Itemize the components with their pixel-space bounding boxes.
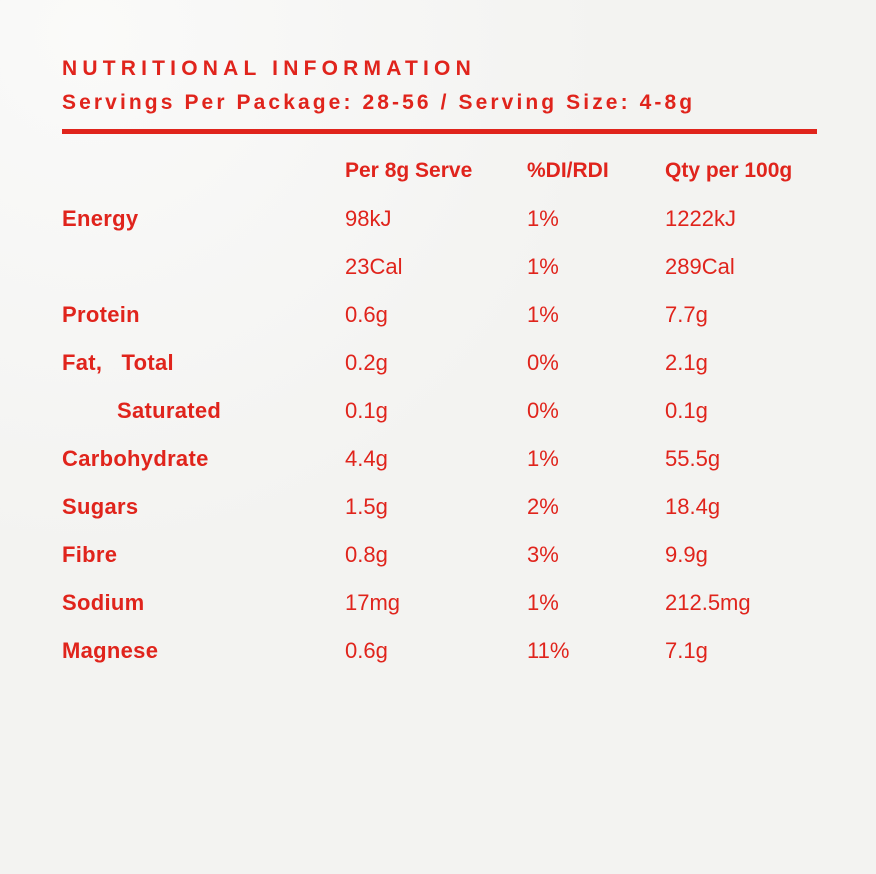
row-per-100g: 7.7g <box>665 302 708 327</box>
row-per-serve: 17mg <box>345 590 401 615</box>
row-label: Sugars <box>62 494 139 519</box>
row-di-rdi: 1% <box>527 446 559 471</box>
row-per-100g: 2.1g <box>665 350 708 375</box>
column-header-di-rdi: %DI/RDI <box>527 159 609 182</box>
row-per-100g: 1222kJ <box>665 206 736 231</box>
row-per-100g: 289Cal <box>665 254 735 279</box>
row-per-100g: 212.5mg <box>665 590 751 615</box>
panel-title: NUTRITIONAL INFORMATION <box>62 57 476 80</box>
table-row: Protein 0.6g 1% 7.7g <box>62 291 817 339</box>
table-row: 23Cal 1% 289Cal <box>62 243 817 291</box>
row-per-serve: 0.6g <box>345 638 388 663</box>
row-label: Carbohydrate <box>62 446 209 471</box>
table-row: Sodium 17mg 1% 212.5mg <box>62 579 817 627</box>
row-label: Fat, Total <box>62 350 174 375</box>
table-row: Sugars 1.5g 2% 18.4g <box>62 483 817 531</box>
row-label: Saturated <box>117 398 222 423</box>
row-per-100g: 18.4g <box>665 494 721 519</box>
column-header-per-serve: Per 8g Serve <box>345 159 473 182</box>
row-di-rdi: 1% <box>527 590 559 615</box>
row-di-rdi: 1% <box>527 302 559 327</box>
row-per-serve: 23Cal <box>345 254 403 279</box>
row-di-rdi: 1% <box>527 254 559 279</box>
row-per-serve: 0.1g <box>345 398 388 423</box>
table-header-row: Per 8g Serve %DI/RDI Qty per 100g <box>62 147 817 195</box>
row-label: Fibre <box>62 542 118 567</box>
column-header-per-100g: Qty per 100g <box>665 159 793 182</box>
row-per-serve: 1.5g <box>345 494 388 519</box>
table-row: Carbohydrate 4.4g 1% 55.5g <box>62 435 817 483</box>
row-label: Energy <box>62 206 139 231</box>
divider-line <box>62 129 817 134</box>
row-per-serve: 0.2g <box>345 350 388 375</box>
table-row: Fat, Total 0.2g 0% 2.1g <box>62 339 817 387</box>
row-per-serve: 0.8g <box>345 542 388 567</box>
row-per-100g: 9.9g <box>665 542 708 567</box>
table-row: Fibre 0.8g 3% 9.9g <box>62 531 817 579</box>
table-row: Energy 98kJ 1% 1222kJ <box>62 195 817 243</box>
row-di-rdi: 11% <box>527 638 570 663</box>
row-di-rdi: 0% <box>527 350 559 375</box>
row-per-100g: 55.5g <box>665 446 721 471</box>
row-per-serve: 0.6g <box>345 302 388 327</box>
table-row: Magnese 0.6g 11% 7.1g <box>62 627 817 675</box>
row-per-serve: 4.4g <box>345 446 388 471</box>
row-per-100g: 0.1g <box>665 398 708 423</box>
row-di-rdi: 3% <box>527 542 559 567</box>
row-di-rdi: 0% <box>527 398 559 423</box>
row-label: Sodium <box>62 590 145 615</box>
table-rows: Energy 98kJ 1% 1222kJ 23Cal 1% 289Cal Pr… <box>62 195 817 675</box>
row-per-serve: 98kJ <box>345 206 392 231</box>
row-label: Protein <box>62 302 140 327</box>
servings-info: Servings Per Package: 28-56 / Serving Si… <box>62 91 696 114</box>
row-label: Magnese <box>62 638 159 663</box>
table-row: Saturated 0.1g 0% 0.1g <box>62 387 817 435</box>
row-per-100g: 7.1g <box>665 638 708 663</box>
row-di-rdi: 1% <box>527 206 559 231</box>
row-di-rdi: 2% <box>527 494 559 519</box>
